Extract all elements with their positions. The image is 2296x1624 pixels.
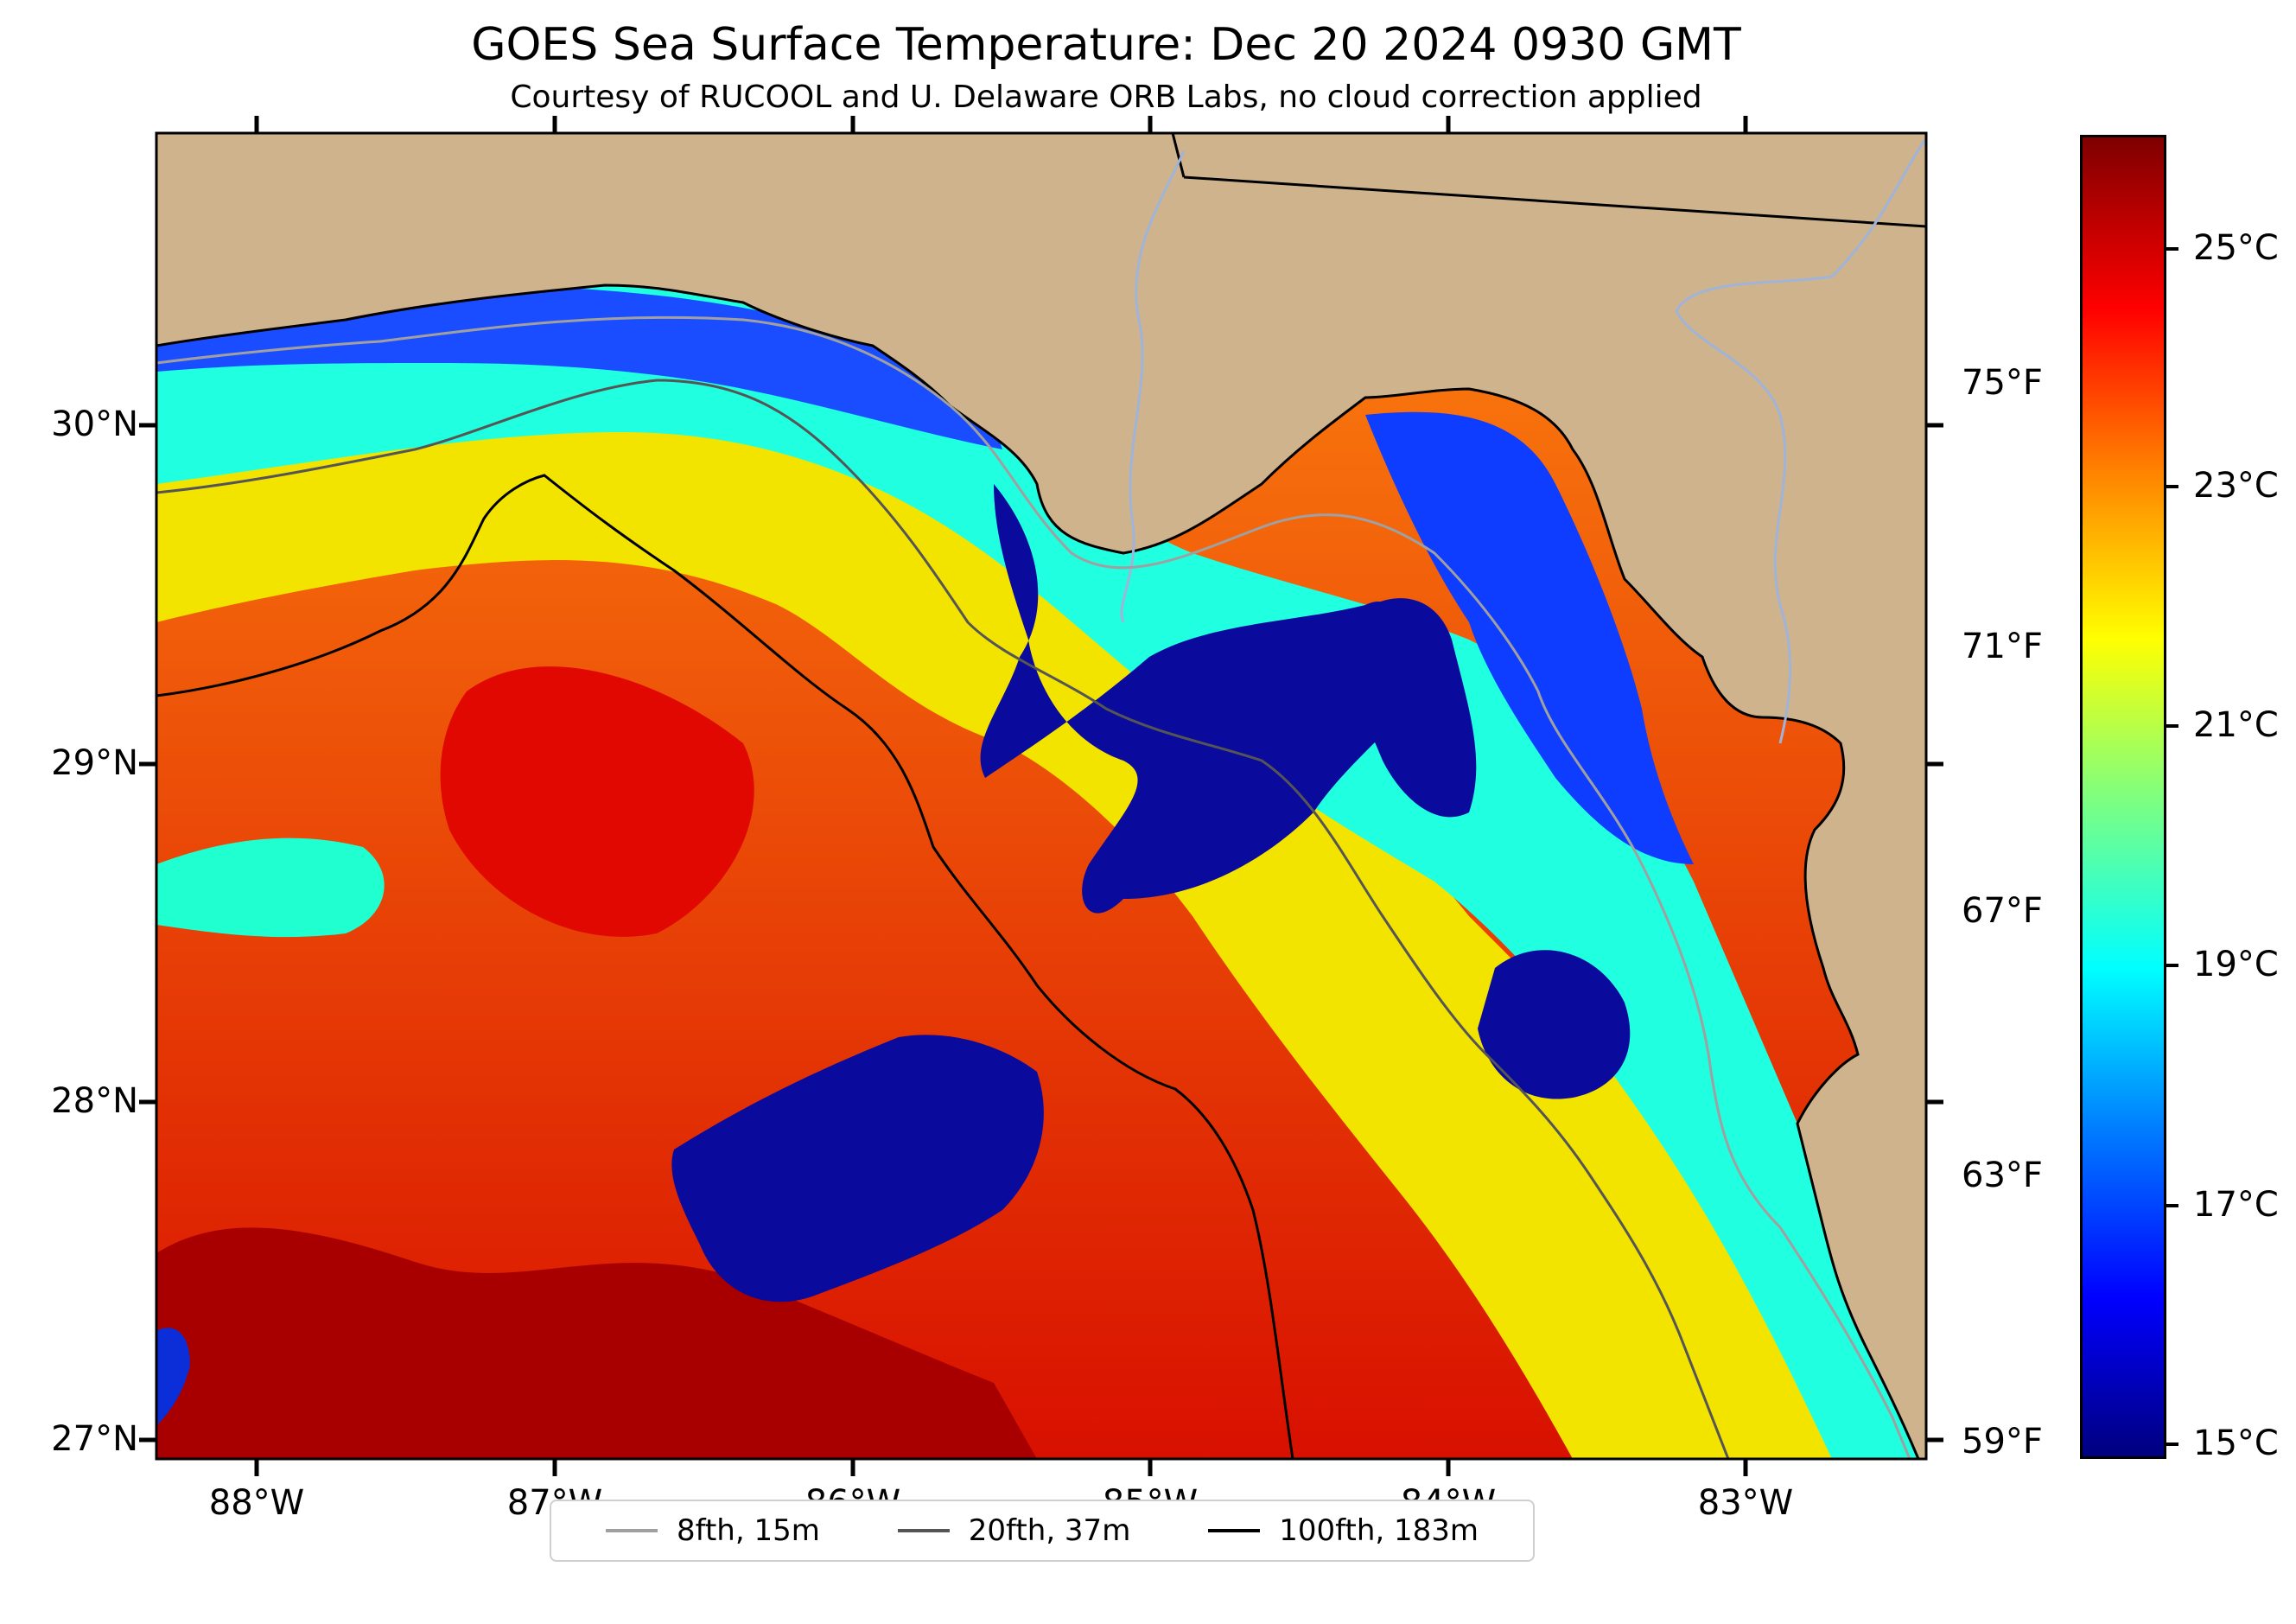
- legend-swatch: [1208, 1529, 1261, 1532]
- sst-cold-southwest-edge: [156, 1328, 190, 1426]
- colorbar: [2080, 135, 2166, 1459]
- f-label-71: 71°F: [1962, 627, 2043, 666]
- sst-cyan-west: [156, 837, 385, 938]
- legend-item-20fth: 20fth, 37m: [897, 1513, 1131, 1548]
- sst-cold-core-bay: [980, 484, 1434, 914]
- legend-swatch: [897, 1529, 950, 1532]
- lat-ticks: [139, 423, 1943, 1442]
- sst-hot-patch: [440, 666, 754, 937]
- legend-item-8fth: 8fth, 15m: [605, 1513, 820, 1548]
- lat-label-27: 27°N: [51, 1419, 138, 1459]
- land-mass: [156, 133, 1926, 1459]
- sst-cold-band-south: [671, 1035, 1044, 1302]
- isobath-legend: 8fth, 15m 20fth, 37m 100fth, 183m: [550, 1500, 1535, 1562]
- sst-shelf-cool: [156, 398, 1926, 1459]
- legend-label: 20fth, 37m: [968, 1513, 1131, 1548]
- legend-item-100fth: 100fth, 183m: [1208, 1513, 1479, 1548]
- isobath-100fth: [156, 474, 1294, 1459]
- legend-label: 8fth, 15m: [676, 1513, 820, 1548]
- isobath-8fth: [156, 315, 1911, 1459]
- lat-label-30: 30°N: [51, 404, 138, 444]
- isobaths: [156, 315, 1911, 1459]
- state-boundary: [1183, 175, 1926, 228]
- f-label-67: 67°F: [1962, 891, 2043, 931]
- isobath-20fth: [156, 379, 1730, 1459]
- river: [1120, 150, 1186, 623]
- lat-label-28: 28°N: [51, 1081, 138, 1121]
- legend-swatch: [605, 1529, 658, 1532]
- cb-label-23: 23°C: [2193, 466, 2279, 506]
- cb-label-25: 25°C: [2193, 228, 2279, 268]
- state-boundary-west: [1171, 133, 1186, 178]
- map-subtitle: Courtesy of RUCOOL and U. Delaware ORB L…: [510, 80, 1702, 115]
- f-label-75: 75°F: [1962, 363, 2043, 403]
- plot-area: [156, 133, 1926, 1459]
- colorbar-ticks: [2165, 247, 2178, 1446]
- lat-label-29: 29°N: [51, 743, 138, 783]
- legend-label: 100fth, 183m: [1279, 1513, 1479, 1548]
- f-label-59: 59°F: [1962, 1422, 2043, 1462]
- sst-cold-core-southeast: [1478, 950, 1631, 1099]
- cb-label-21: 21°C: [2193, 705, 2279, 745]
- plot-frame: [155, 131, 1928, 1461]
- sst-cold-core-east: [1346, 598, 1477, 818]
- lon-label-88: 88°W: [208, 1483, 305, 1523]
- cb-label-19: 19°C: [2193, 945, 2279, 984]
- f-label-63: 63°F: [1962, 1156, 2043, 1195]
- sst-blue-east: [1365, 411, 1694, 864]
- lon-label-83: 83°W: [1697, 1483, 1794, 1523]
- cb-label-15: 15°C: [2193, 1423, 2279, 1463]
- river-east: [1675, 137, 1926, 744]
- lon-ticks: [254, 116, 1748, 1476]
- map-title: GOES Sea Surface Temperature: Dec 20 202…: [471, 19, 1741, 71]
- cb-label-17: 17°C: [2193, 1185, 2279, 1225]
- sst-warmest-region: [156, 1227, 1037, 1459]
